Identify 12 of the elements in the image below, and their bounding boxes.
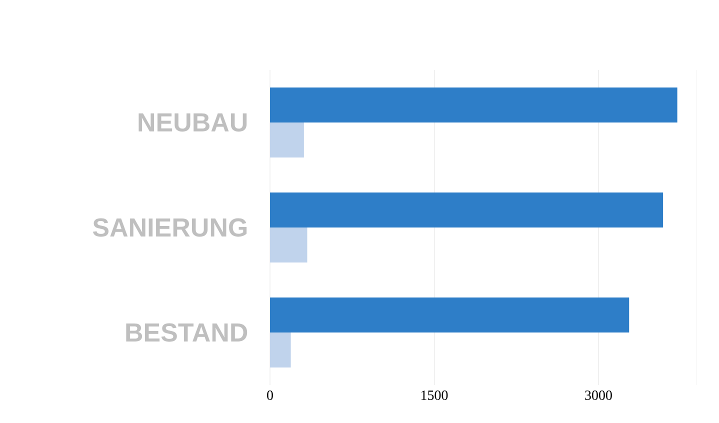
x-tick-label: 3000: [585, 390, 612, 400]
bar: [270, 88, 678, 122]
x-tick-label: 0: [267, 390, 273, 400]
bar: [270, 192, 664, 228]
bar: [270, 332, 291, 368]
y-tick-label: SANIERUNG: [92, 218, 247, 237]
y-tick-label: BESTAND: [126, 323, 248, 342]
x-tick-label: 1500: [421, 390, 448, 400]
bar: [270, 122, 304, 158]
bar: [270, 298, 630, 333]
y-tick-label: NEUBAU: [138, 113, 247, 132]
bar: [270, 228, 308, 263]
